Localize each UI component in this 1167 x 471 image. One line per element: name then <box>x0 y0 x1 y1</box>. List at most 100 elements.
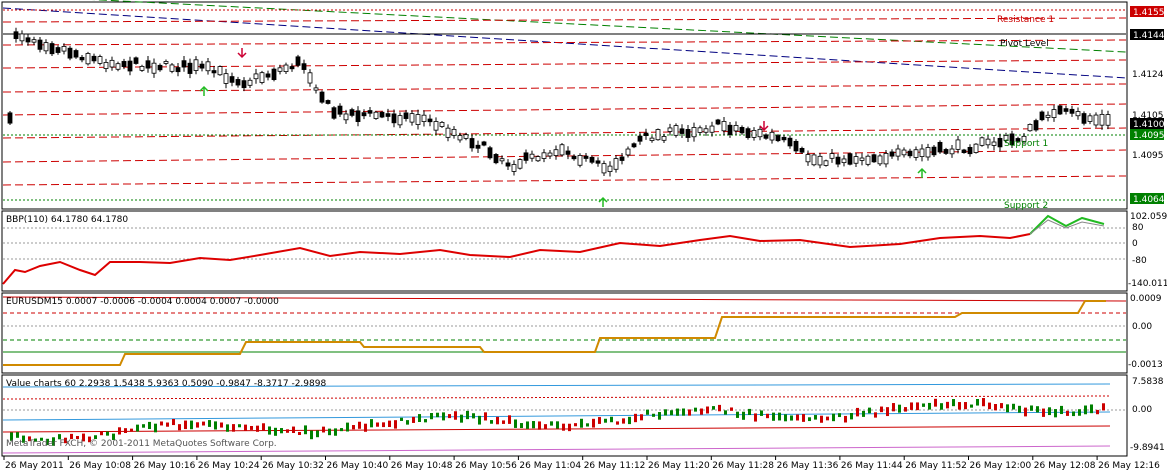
value-bar <box>1096 409 1099 415</box>
value-tick-0: 0.00 <box>1132 405 1152 415</box>
candle-body <box>655 129 661 141</box>
value-bar <box>58 434 61 440</box>
eurusd-panel[interactable] <box>1 292 1128 374</box>
value-bar <box>682 408 685 416</box>
value-bar <box>574 423 577 427</box>
candle-body <box>361 112 367 117</box>
value-bar <box>898 404 901 413</box>
candle-body <box>853 156 859 164</box>
value-bar <box>688 409 691 416</box>
candle-body <box>517 159 523 169</box>
value-bar <box>790 415 793 421</box>
candle-body <box>1057 105 1063 115</box>
value-bar <box>844 415 847 423</box>
value-bar <box>1042 408 1045 417</box>
time-tick-label: 26 May 11:52 <box>905 461 967 471</box>
value-bar <box>130 428 133 432</box>
value-bar <box>670 410 673 416</box>
value-bar <box>196 422 199 428</box>
candle-body <box>607 165 613 173</box>
value-bar <box>640 414 643 421</box>
value-bar <box>616 421 619 425</box>
value-bar <box>112 433 115 440</box>
candle-body <box>7 112 13 124</box>
value-bar <box>94 435 97 440</box>
value-bar <box>964 402 967 410</box>
candle-body <box>355 110 361 122</box>
value-bar <box>1102 403 1105 411</box>
candle-body <box>601 163 607 174</box>
bbp-tick-max: 102.0590 <box>1130 212 1167 222</box>
candle-body <box>157 64 163 71</box>
candle-body <box>1105 114 1111 126</box>
value-bar <box>64 437 67 444</box>
candle-body <box>667 127 673 132</box>
value-bar <box>634 413 637 423</box>
candle-body <box>229 76 235 83</box>
price-axis[interactable]: 1.4155 1.4144 1.4124 1.4105 1.4100 1.409… <box>1130 6 1165 205</box>
value-bar <box>760 410 763 416</box>
candle-body <box>385 113 391 117</box>
value-bar <box>676 408 679 416</box>
support1-badge-text: 1.4095 <box>1133 131 1165 141</box>
support2-badge-text: 1.4064 <box>1133 195 1165 205</box>
candle-body <box>547 152 553 157</box>
value-bar <box>22 435 25 443</box>
channel-line <box>2 17 1127 23</box>
value-bar <box>274 427 277 436</box>
time-tick-label: 26 May 11:04 <box>519 461 581 471</box>
value-bar <box>460 414 463 423</box>
value-bar <box>388 420 391 428</box>
value-bar <box>364 423 367 432</box>
candle-body <box>319 91 325 103</box>
candle-body <box>823 160 829 166</box>
candle-body <box>955 139 961 150</box>
value-bar <box>520 423 523 429</box>
candle-body <box>841 158 847 164</box>
bbp-panel[interactable] <box>1 210 1128 292</box>
value-bar <box>100 431 103 436</box>
value-bar <box>316 430 319 438</box>
value-bar <box>604 418 607 423</box>
value-bar <box>886 407 889 417</box>
candle-body <box>679 128 685 134</box>
candle-body <box>169 64 175 72</box>
time-tick-label: 26 May 10:32 <box>262 461 324 471</box>
value-bar <box>244 424 247 431</box>
value-panel[interactable] <box>1 374 1128 457</box>
value-bar <box>154 423 157 433</box>
value-bar <box>826 416 829 421</box>
value-bar <box>652 413 655 417</box>
value-bar <box>982 398 985 407</box>
value-bar <box>472 413 475 419</box>
eurusd-step-line <box>3 300 1106 366</box>
support1-label: Support 1 <box>1004 139 1048 149</box>
candle-body <box>997 137 1003 148</box>
bbp-signal-line <box>1029 219 1105 235</box>
time-axis[interactable]: 26 May 2011 26 May 10:08 26 May 10:16 26 Ma… <box>3 456 1160 471</box>
candle-body <box>409 113 415 123</box>
candle-body <box>943 149 949 154</box>
candle-body <box>97 56 103 64</box>
sell-arrow-icon <box>759 121 769 132</box>
level-lines <box>3 9 1126 201</box>
candle-body <box>763 134 769 139</box>
candle-body <box>55 47 61 53</box>
candle-body <box>79 56 85 61</box>
candle-body <box>883 153 889 165</box>
time-tick-label: 26 May 10:56 <box>455 461 517 471</box>
value-bar <box>424 419 427 423</box>
value-bar <box>376 422 379 427</box>
pivot-label: Pivot Level <box>1000 39 1049 49</box>
value-bar <box>346 422 349 432</box>
candle-body <box>961 149 967 154</box>
channel-lines <box>2 0 1127 186</box>
candle-body <box>199 63 205 69</box>
value-bar <box>310 430 313 440</box>
candle-body <box>511 164 517 172</box>
candle-body <box>265 73 271 78</box>
value-bar <box>136 424 139 432</box>
value-bar <box>454 411 457 420</box>
main-panel[interactable] <box>1 1 1128 210</box>
